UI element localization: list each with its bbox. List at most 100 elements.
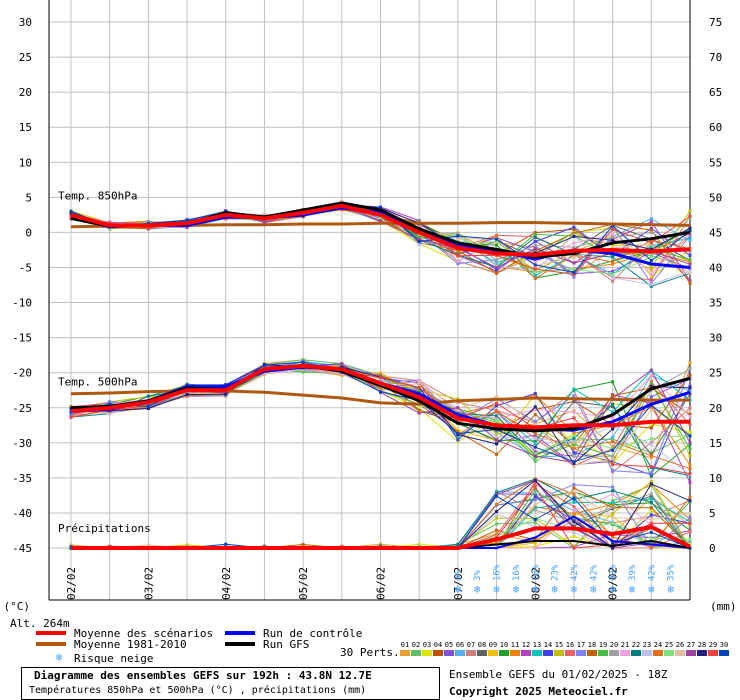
member-18-t500-point bbox=[611, 394, 615, 398]
y-tick-left: -30 bbox=[12, 437, 32, 450]
member-26-t850-point bbox=[572, 255, 576, 259]
snow-risk-label: 23% bbox=[551, 564, 561, 581]
member-26-t500-point bbox=[688, 409, 692, 413]
snow-risk-label: 39% bbox=[609, 564, 619, 581]
member-27-t500-point bbox=[688, 441, 692, 445]
member-18-precip-point bbox=[649, 506, 653, 510]
footer-subtitle: Températures 850hPa et 500hPa (°C) , pré… bbox=[29, 685, 367, 696]
y-tick-right: 45 bbox=[709, 226, 722, 239]
member-label: 03 bbox=[423, 641, 431, 649]
legend-mean-label: Moyenne des scénarios bbox=[74, 627, 213, 640]
member-01-precip-point bbox=[379, 542, 382, 546]
snow-risk-label: 35% bbox=[667, 564, 677, 581]
member-06-t500-point bbox=[495, 430, 499, 434]
member-26-t850-point bbox=[456, 237, 460, 241]
member-11-precip-point bbox=[495, 541, 499, 545]
member-30-t850-point bbox=[146, 221, 150, 225]
member-18-t500-point bbox=[533, 413, 537, 417]
member-25-t500-point bbox=[495, 419, 499, 423]
member-19-precip-point bbox=[533, 488, 537, 492]
member-05-t500-point bbox=[533, 433, 537, 437]
member-16-precip-point bbox=[495, 533, 499, 537]
member-14-t500-point bbox=[649, 473, 653, 477]
member-29-t500-point bbox=[417, 386, 421, 390]
member-swatch bbox=[719, 650, 729, 656]
member-06-t500-point bbox=[688, 389, 692, 393]
member-swatch bbox=[444, 650, 454, 656]
member-28-t500-point bbox=[649, 384, 653, 388]
member-swatch bbox=[708, 650, 718, 656]
snow-icon: ❄ bbox=[532, 583, 539, 596]
member-20-t850-point bbox=[495, 258, 499, 262]
member-29-t850-point bbox=[688, 214, 692, 218]
member-26-precip-point bbox=[146, 543, 150, 547]
member-30-precip-point bbox=[572, 496, 576, 500]
member-20-t850-point bbox=[611, 235, 615, 239]
member-swatch bbox=[532, 650, 542, 656]
member-24-t850-point bbox=[572, 253, 576, 257]
member-swatch bbox=[510, 650, 520, 656]
member-26-t500-point bbox=[495, 395, 499, 399]
member-23-t500-point bbox=[572, 440, 576, 444]
member-30-t500-point bbox=[224, 383, 228, 387]
member-16-t500-point bbox=[688, 422, 692, 426]
member-08-t500-point bbox=[611, 405, 615, 409]
member-01-t500-point bbox=[611, 445, 615, 449]
member-08-precip-point bbox=[533, 494, 537, 498]
member-10-t500-point bbox=[688, 442, 692, 446]
member-04-t500-point bbox=[649, 426, 653, 430]
member-30-t850-point bbox=[379, 205, 382, 209]
member-swatch bbox=[642, 650, 652, 656]
y-tick-right: 60 bbox=[709, 121, 722, 134]
member-17-t500-point bbox=[533, 420, 537, 424]
member-24-t500-point bbox=[533, 432, 537, 436]
member-30-precip-point bbox=[533, 517, 537, 521]
member-26-precip-point bbox=[533, 502, 537, 506]
member-24-precip-point bbox=[649, 545, 653, 549]
member-12-t850-point bbox=[495, 269, 499, 273]
member-30-t500-point bbox=[262, 363, 266, 367]
member-22-precip-point bbox=[495, 491, 499, 495]
snow-risk-label: 16% bbox=[531, 564, 541, 581]
y-tick-right: 70 bbox=[709, 51, 722, 64]
member-18-precip-point bbox=[533, 538, 537, 542]
y-tick-right: 0 bbox=[709, 542, 716, 555]
member-label: 28 bbox=[698, 641, 706, 649]
member-29-t500-point bbox=[649, 465, 653, 469]
member-label: 24 bbox=[654, 641, 662, 649]
member-14-t850-point bbox=[533, 240, 537, 244]
member-17-precip-point bbox=[688, 516, 692, 520]
member-11-precip-point bbox=[572, 512, 576, 516]
member-16-t500-point bbox=[649, 380, 653, 384]
member-26-precip-point bbox=[611, 516, 615, 520]
member-label: 29 bbox=[709, 641, 717, 649]
member-17-t500-point bbox=[108, 400, 112, 404]
member-23-t850-point bbox=[417, 243, 421, 247]
member-25-precip-point bbox=[688, 537, 692, 541]
member-18-t850-point bbox=[649, 228, 653, 232]
member-29-precip-point bbox=[611, 543, 615, 547]
member-21-t850-point bbox=[572, 241, 576, 245]
plot-area bbox=[49, 0, 690, 600]
member-09-precip-point bbox=[533, 541, 537, 545]
snow-icon: ❄ bbox=[629, 583, 636, 596]
member-30-t500-point bbox=[456, 432, 460, 436]
member-28-t500-point bbox=[688, 386, 692, 390]
y-tick-right: 50 bbox=[709, 191, 722, 204]
member-01-t500-point bbox=[649, 456, 653, 460]
member-label: 02 bbox=[412, 641, 420, 649]
member-28-t850-point bbox=[688, 226, 692, 230]
member-28-t500-point bbox=[340, 365, 344, 369]
member-21-t850-point bbox=[649, 273, 653, 277]
member-29-t500-point bbox=[572, 416, 576, 420]
member-17-precip-point bbox=[533, 498, 537, 502]
member-24-t850-point bbox=[611, 260, 615, 264]
snow-risk-label: 16% bbox=[512, 564, 522, 581]
snow-icon: ❄ bbox=[609, 583, 616, 596]
member-22-t500-point bbox=[572, 436, 576, 440]
member-24-t850-point bbox=[495, 234, 499, 238]
member-25-t850-point bbox=[379, 215, 382, 219]
member-25-t850-point bbox=[611, 272, 615, 276]
member-08-precip-point bbox=[649, 494, 653, 498]
member-09-t850-point bbox=[611, 243, 615, 247]
